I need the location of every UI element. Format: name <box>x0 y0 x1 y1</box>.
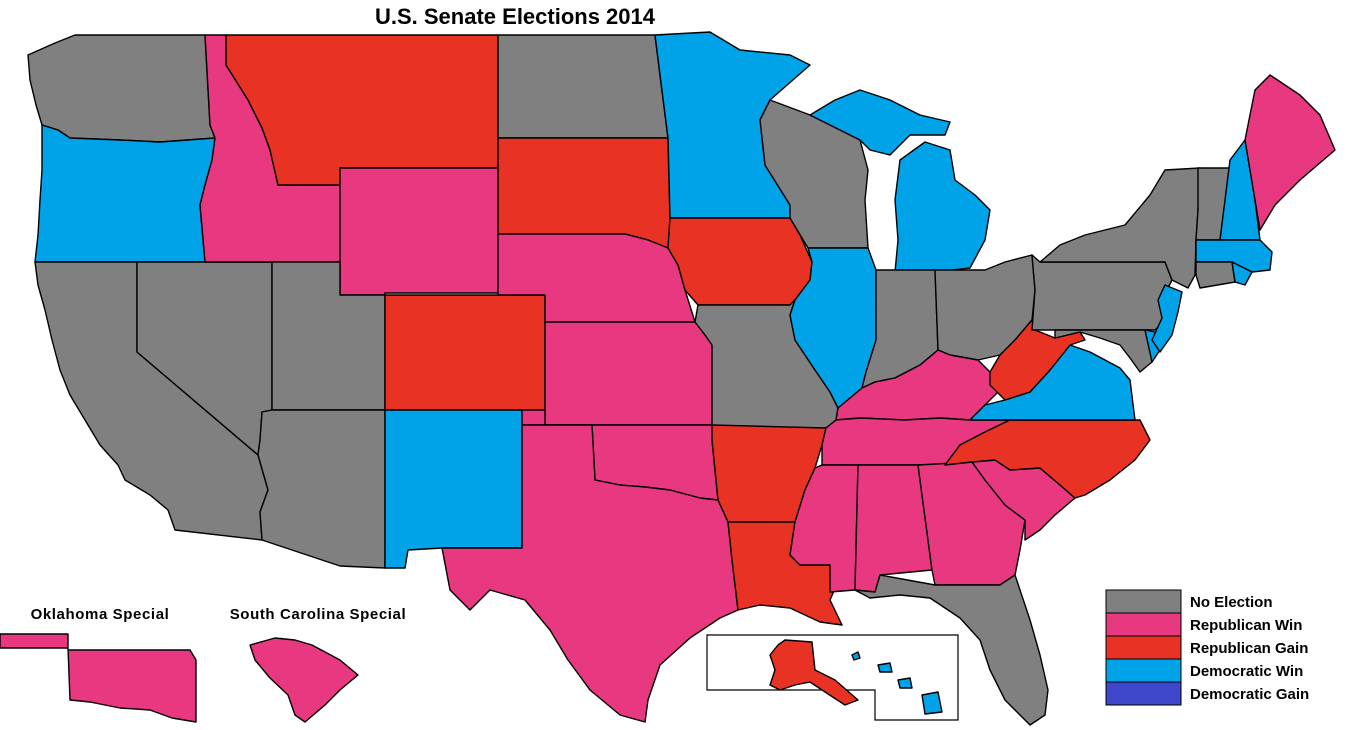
state-WV <box>989 319 1086 401</box>
state-TX <box>441 424 739 723</box>
state-SC-special <box>249 637 359 723</box>
state-CO <box>384 294 546 411</box>
legend-swatch <box>1105 589 1182 614</box>
legend-label: No Election <box>1190 594 1273 611</box>
inset-label-south-carolina-special: South Carolina Special <box>230 606 407 623</box>
legend-swatch <box>1105 681 1182 706</box>
legend-item-no-election: No Election <box>1105 589 1273 614</box>
map-title: U.S. Senate Elections 2014 <box>375 4 656 29</box>
state-AK <box>769 639 859 706</box>
state-PA <box>1031 254 1173 331</box>
legend: No Election Republican Win Republican Ga… <box>1105 589 1309 706</box>
state-NH <box>1219 139 1261 241</box>
inset-label-oklahoma-special: Oklahoma Special <box>31 606 170 623</box>
state-ND <box>497 34 669 139</box>
legend-label: Democratic Gain <box>1190 686 1309 703</box>
legend-swatch <box>1105 658 1182 683</box>
state-AZ <box>257 409 386 569</box>
legend-swatch <box>1105 635 1182 660</box>
state-HI <box>851 651 943 715</box>
state-KS <box>544 321 713 426</box>
state-NC <box>944 419 1151 499</box>
state-MI <box>809 89 991 273</box>
legend-item-republican-gain: Republican Gain <box>1105 635 1308 660</box>
legend-item-democratic-gain: Democratic Gain <box>1105 681 1309 706</box>
state-RI <box>1231 261 1253 286</box>
state-FL <box>854 574 1049 726</box>
state-IA <box>667 217 813 306</box>
ak-hi-inset-frame <box>706 634 959 721</box>
state-ME <box>1244 74 1336 231</box>
state-NM <box>384 409 523 569</box>
state-WY <box>339 167 499 296</box>
state-WA <box>27 34 216 143</box>
state-SD <box>497 137 671 249</box>
state-NJ <box>1151 284 1183 353</box>
legend-label: Republican Gain <box>1190 640 1308 657</box>
legend-label: Republican Win <box>1190 617 1302 634</box>
state-CT <box>1195 261 1236 289</box>
state-VA <box>969 344 1136 421</box>
legend-item-democratic-win: Democratic Win <box>1105 658 1303 683</box>
legend-item-republican-win: Republican Win <box>1105 612 1302 637</box>
state-OK-special <box>0 633 197 723</box>
state-OR <box>34 124 216 263</box>
legend-swatch <box>1105 612 1182 637</box>
legend-label: Democratic Win <box>1190 663 1303 680</box>
